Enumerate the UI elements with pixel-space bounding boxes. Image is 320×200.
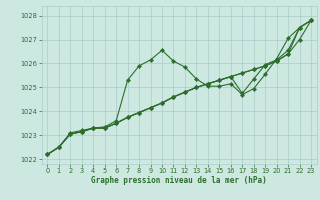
X-axis label: Graphe pression niveau de la mer (hPa): Graphe pression niveau de la mer (hPa) [91,176,267,185]
